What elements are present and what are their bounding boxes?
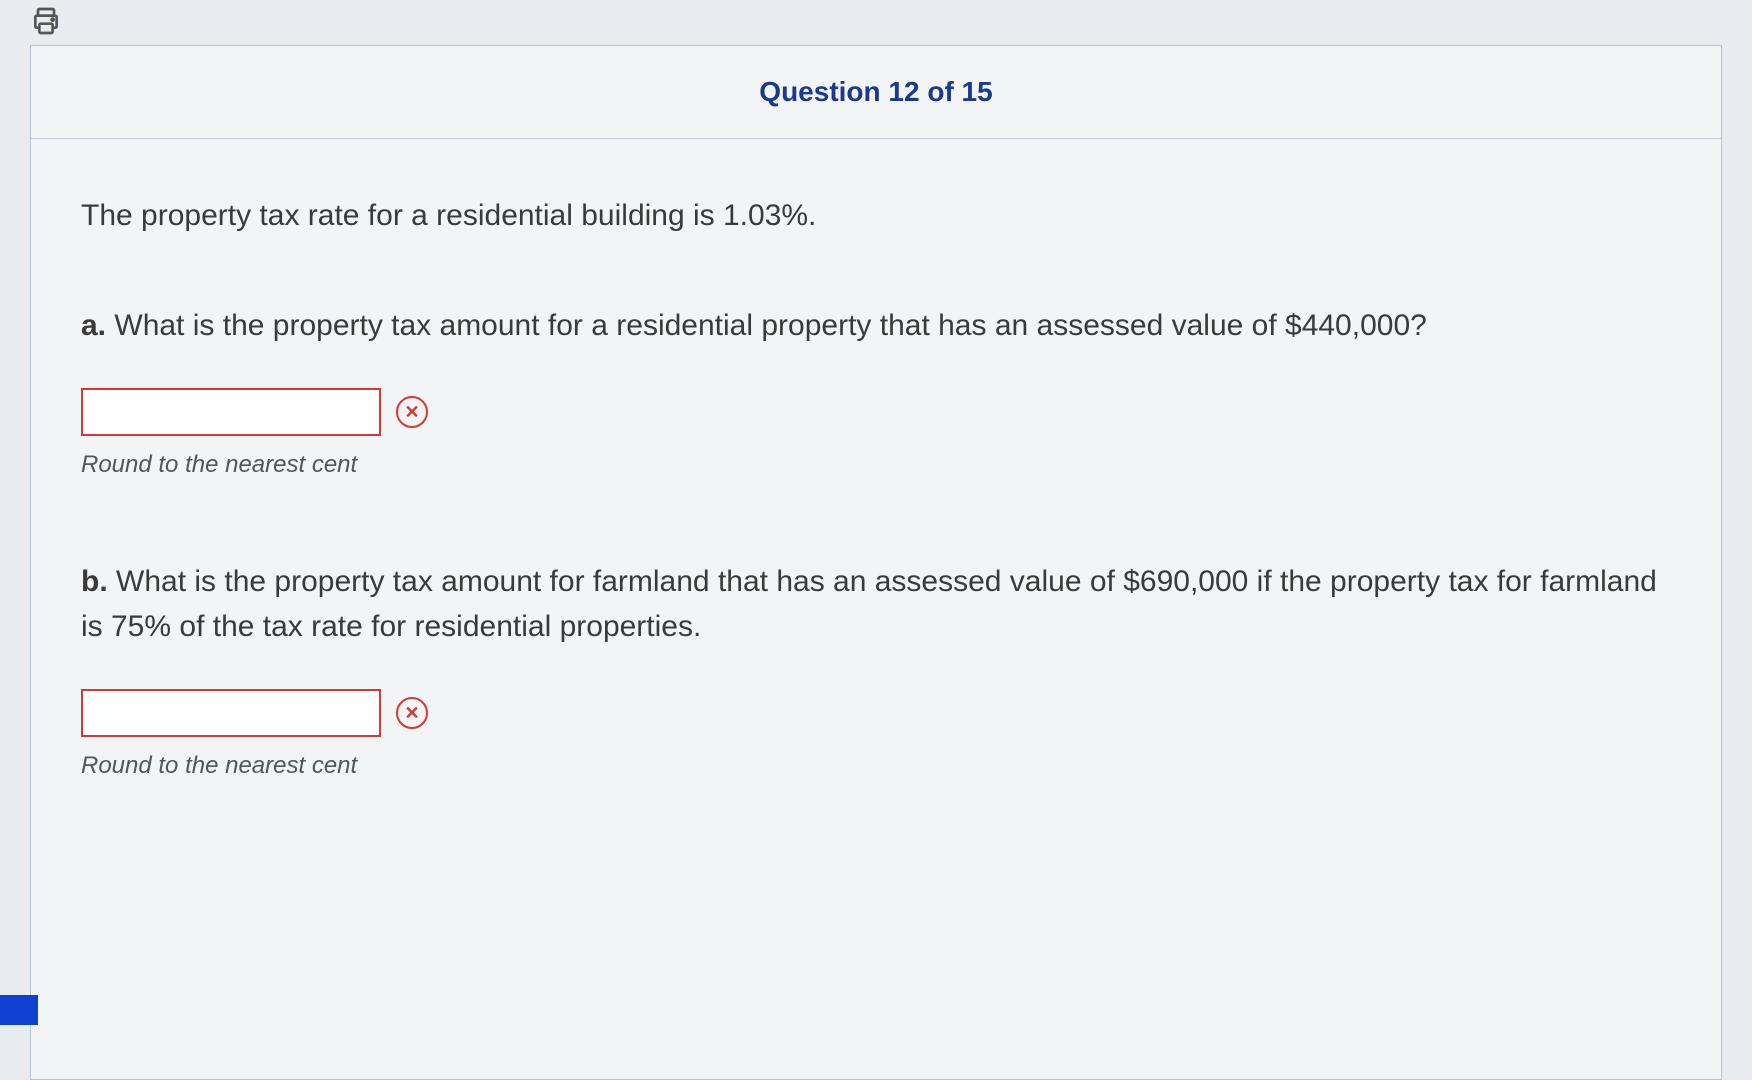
question-header: Question 12 of 15 (31, 46, 1721, 139)
part-b-label: b. (81, 565, 108, 598)
part-b-text: b. What is the property tax amount for f… (81, 559, 1671, 649)
part-a: a. What is the property tax amount for a… (81, 303, 1671, 479)
progress-indicator (0, 995, 38, 1025)
incorrect-icon: ✕ (396, 697, 428, 729)
part-b-question: What is the property tax amount for farm… (81, 565, 1657, 643)
part-a-question: What is the property tax amount for a re… (114, 309, 1426, 342)
part-a-text: a. What is the property tax amount for a… (81, 303, 1671, 348)
part-a-answer-input[interactable] (81, 388, 381, 436)
question-body: The property tax rate for a residential … (31, 139, 1721, 900)
part-b-hint: Round to the nearest cent (81, 752, 1671, 780)
part-a-hint: Round to the nearest cent (81, 451, 1671, 479)
part-a-input-row: ✕ (81, 388, 1671, 436)
question-container: Question 12 of 15 The property tax rate … (30, 45, 1722, 1080)
print-icon[interactable] (30, 5, 62, 37)
part-b-input-row: ✕ (81, 689, 1671, 737)
incorrect-icon: ✕ (396, 396, 428, 428)
question-intro: The property tax rate for a residential … (81, 199, 1671, 233)
part-b: b. What is the property tax amount for f… (81, 559, 1671, 780)
part-a-label: a. (81, 309, 106, 342)
part-b-answer-input[interactable] (81, 689, 381, 737)
